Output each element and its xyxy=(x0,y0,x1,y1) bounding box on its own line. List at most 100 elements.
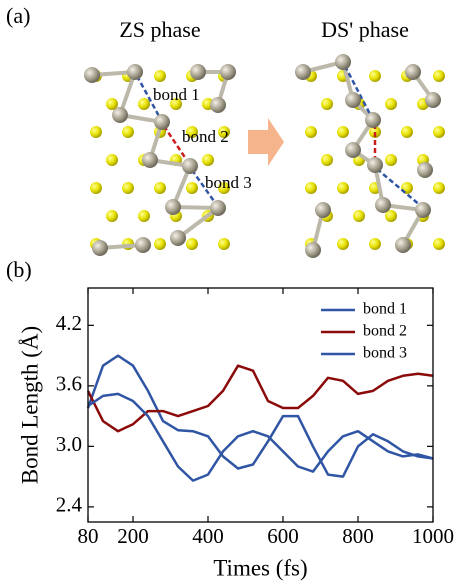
bond-label: bond 1 xyxy=(153,85,200,104)
sulfur-atom xyxy=(218,238,230,250)
sulfur-atom xyxy=(433,70,445,82)
sulfur-atom xyxy=(305,182,317,194)
metal-atom xyxy=(190,64,206,80)
metal-atom xyxy=(395,237,411,253)
y-axis-title: Bond Length (Å) xyxy=(17,326,42,484)
metal-atom xyxy=(365,112,381,128)
sulfur-atom xyxy=(90,182,102,194)
y-tick-label: 3.6 xyxy=(56,372,82,396)
sulfur-atom xyxy=(337,126,349,138)
sulfur-atom xyxy=(433,182,445,194)
sulfur-atom xyxy=(401,126,413,138)
sulfur-atom xyxy=(106,210,118,222)
sulfur-atom xyxy=(321,98,333,110)
sulfur-atom xyxy=(337,238,349,250)
metal-atom xyxy=(315,202,331,218)
sulfur-atom xyxy=(90,126,102,138)
sulfur-atom xyxy=(353,210,365,222)
x-tick-label: 200 xyxy=(117,524,149,548)
bond xyxy=(176,206,220,240)
bond-dash xyxy=(162,125,190,163)
sulfur-atom xyxy=(106,154,118,166)
sulfur-atom xyxy=(218,126,230,138)
metal-atom xyxy=(142,152,158,168)
y-tick-label: 3.0 xyxy=(56,432,82,456)
metal-atom xyxy=(417,162,433,178)
sulfur-atom xyxy=(305,126,317,138)
sulfur-atom xyxy=(154,238,166,250)
sulfur-atom xyxy=(154,70,166,82)
line-series xyxy=(87,392,434,482)
y-tick-label: 2.4 xyxy=(56,493,83,517)
metal-atom xyxy=(415,202,431,218)
x-tick-label: 600 xyxy=(267,524,299,548)
metal-atom xyxy=(92,240,108,256)
bond-label: bond 2 xyxy=(182,127,229,146)
x-tick-label: 400 xyxy=(192,524,224,548)
bond-dash xyxy=(343,65,373,117)
x-tick-label: 800 xyxy=(342,524,374,548)
bond-dash xyxy=(376,168,422,207)
plot: 2.4 3.0 3.6 4.2 80 200 400 600 800 1000 bond 1 bond… xyxy=(17,287,454,580)
metal-atom xyxy=(135,237,151,253)
metal-atom xyxy=(154,114,170,130)
metal-atom xyxy=(375,197,391,213)
legend-label: bond 2 xyxy=(363,323,407,340)
structure-left xyxy=(84,64,236,256)
panel-label: (b) xyxy=(6,257,32,282)
sulfur-atom xyxy=(186,126,198,138)
sulfur-atom xyxy=(186,182,198,194)
sulfur-atom xyxy=(122,182,134,194)
sulfur-atom xyxy=(138,98,150,110)
metal-atom xyxy=(112,107,128,123)
sulfur-atom xyxy=(202,154,214,166)
arrow xyxy=(248,118,284,166)
metal-atom xyxy=(127,64,143,80)
panel-label: (a) xyxy=(6,3,30,28)
structure-title: ZS phase xyxy=(119,17,200,42)
sulfur-atom xyxy=(385,210,397,222)
sulfur-atom xyxy=(369,238,381,250)
metal-atom xyxy=(210,97,226,113)
metal-atom xyxy=(305,242,321,258)
metal-atom xyxy=(165,199,181,215)
metal-atom xyxy=(335,54,351,70)
sulfur-atom xyxy=(218,182,230,194)
sulfur-atom xyxy=(385,98,397,110)
plot-frame xyxy=(87,287,434,523)
structure-right xyxy=(295,54,445,258)
y-tick-label: 4.2 xyxy=(56,311,82,335)
sulfur-atom xyxy=(321,154,333,166)
sulfur-atom xyxy=(186,238,198,250)
metal-atom xyxy=(220,64,236,80)
metal-atom xyxy=(84,67,100,83)
metal-atom xyxy=(345,142,361,158)
metal-atom xyxy=(182,158,198,174)
structure-title: DS' phase xyxy=(321,17,409,42)
line-series xyxy=(86,354,434,478)
sulfur-atom xyxy=(385,154,397,166)
sulfur-atom xyxy=(433,126,445,138)
x-axis-title: Times (fs) xyxy=(213,555,307,580)
sulfur-atom xyxy=(106,98,118,110)
metal-atom xyxy=(367,157,383,173)
bond-label: bond 3 xyxy=(205,173,252,192)
metal-atom xyxy=(295,64,311,80)
sulfur-atom xyxy=(154,182,166,194)
metal-atom xyxy=(170,230,186,246)
sulfur-atom xyxy=(170,98,182,110)
metal-atom xyxy=(210,200,226,216)
bond-dash xyxy=(190,169,218,205)
sulfur-atom xyxy=(433,238,445,250)
x-tick-label: 1000 xyxy=(412,524,454,548)
metal-atom xyxy=(405,64,421,80)
sulfur-atom xyxy=(138,210,150,222)
legend-label: bond 1 xyxy=(363,301,407,318)
metal-atom xyxy=(345,92,361,108)
metal-atom xyxy=(425,92,441,108)
x-tick-label: 80 xyxy=(78,524,99,548)
sulfur-atom xyxy=(369,70,381,82)
sulfur-atom xyxy=(122,126,134,138)
legend-label: bond 3 xyxy=(363,345,407,362)
